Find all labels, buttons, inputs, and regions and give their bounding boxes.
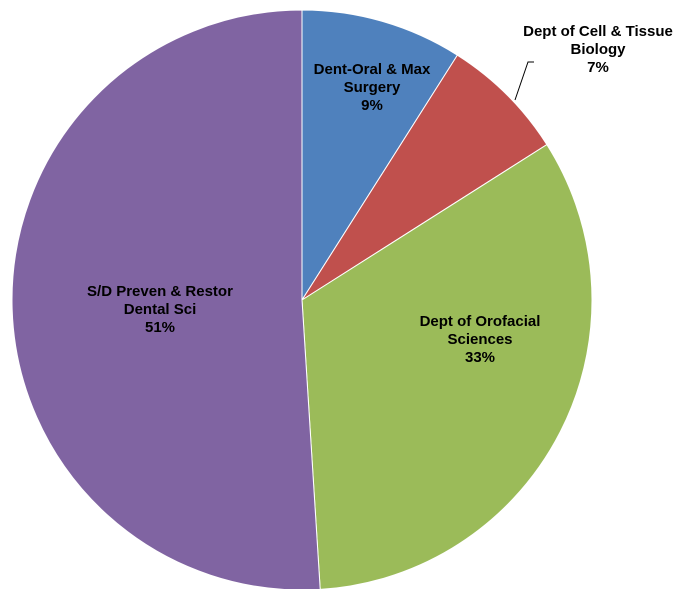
percent-label: 9% xyxy=(361,97,383,114)
slice-label: Dept of Orofacial Sciences 33% xyxy=(405,313,555,367)
percent-label: 33% xyxy=(464,349,496,366)
category-name: Dept of Cell & Tissue Biology xyxy=(523,23,673,58)
leader-line xyxy=(514,61,534,101)
slice-label: Dept of Cell & Tissue Biology 7% xyxy=(523,23,673,77)
pie-slice xyxy=(301,9,459,302)
pie-slice xyxy=(301,54,548,301)
category-name: Dent-Oral & Max Surgery xyxy=(313,61,431,96)
slice-label: S/D Preven & Restor Dental Sci 51% xyxy=(85,283,235,337)
slice-label: Dent-Oral & Max Surgery 9% xyxy=(307,61,437,115)
pie-slice xyxy=(11,9,321,589)
percent-label: 7% xyxy=(587,59,609,76)
pie-slice xyxy=(301,143,593,589)
category-name: Dept of Orofacial Sciences xyxy=(419,313,541,348)
percent-label: 51% xyxy=(144,319,176,336)
category-name: S/D Preven & Restor Dental Sci xyxy=(87,283,233,318)
